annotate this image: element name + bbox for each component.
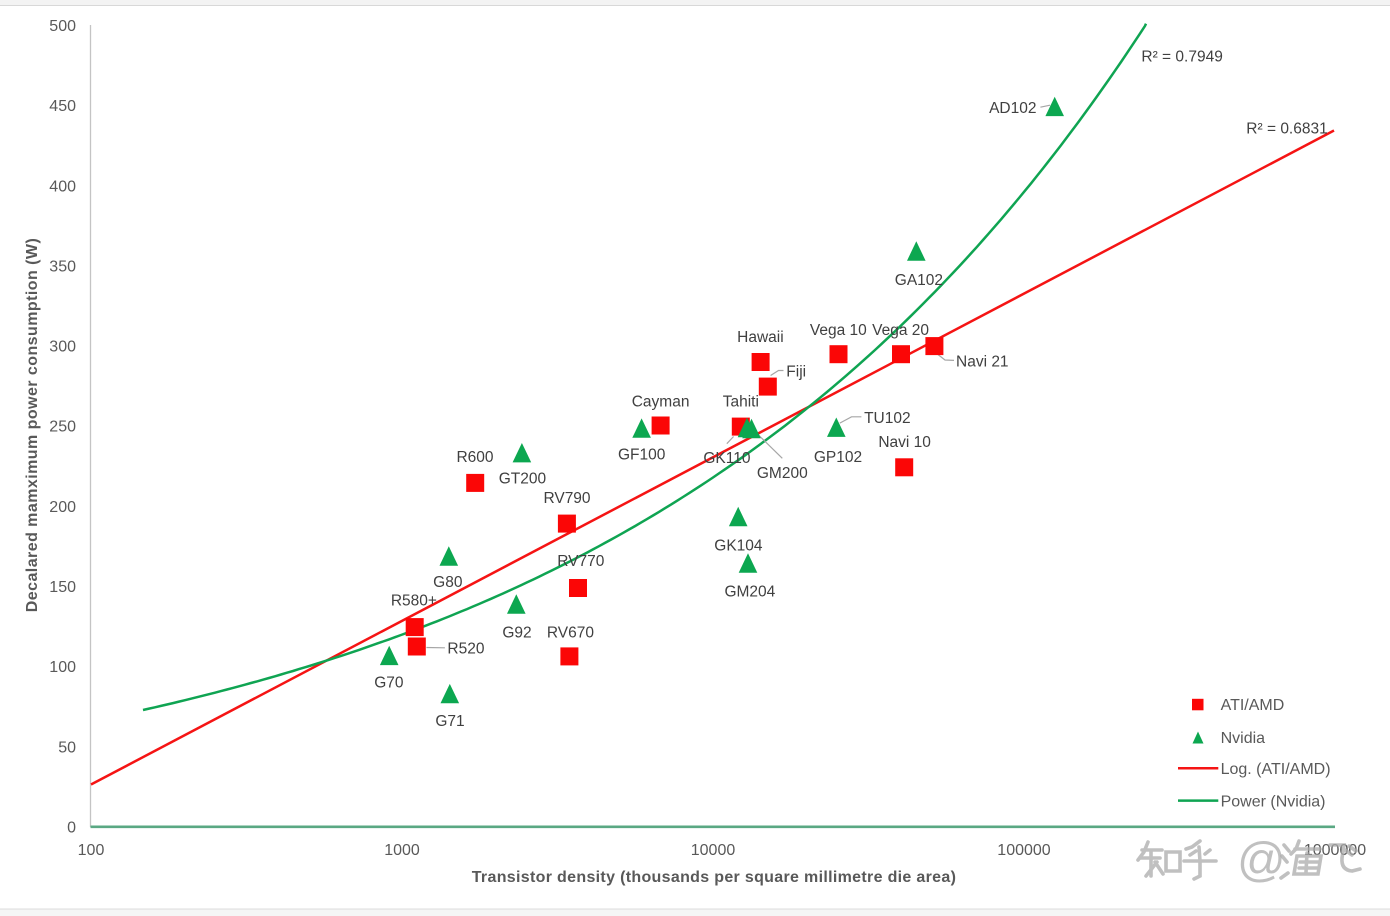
svg-text:G80: G80 [433, 574, 463, 591]
svg-text:Hawaii: Hawaii [737, 329, 784, 346]
svg-text:Vega 20: Vega 20 [872, 322, 929, 339]
svg-text:500: 500 [49, 18, 76, 35]
svg-text:350: 350 [49, 259, 76, 276]
svg-text:@: @ [1237, 834, 1286, 887]
svg-text:Fiji: Fiji [786, 364, 806, 381]
svg-text:RV670: RV670 [547, 625, 594, 642]
svg-text:G71: G71 [435, 713, 464, 730]
svg-text:450: 450 [49, 98, 76, 115]
svg-text:0: 0 [67, 820, 76, 837]
svg-text:GT200: GT200 [499, 470, 547, 487]
svg-text:GP102: GP102 [814, 449, 862, 466]
svg-text:G92: G92 [502, 625, 531, 642]
svg-text:GM200: GM200 [757, 465, 808, 482]
svg-text:Nvidia: Nvidia [1221, 730, 1266, 747]
svg-text:R600: R600 [456, 449, 493, 466]
svg-text:R² = 0.7949: R² = 0.7949 [1141, 49, 1222, 66]
svg-text:GK104: GK104 [714, 537, 763, 554]
svg-text:Decalared mamximum power consu: Decalared mamximum power consumption (W) [24, 238, 41, 613]
svg-text:AD102: AD102 [989, 100, 1036, 117]
svg-text:ATI/AMD: ATI/AMD [1221, 697, 1285, 714]
svg-text:Cayman: Cayman [632, 394, 690, 411]
svg-text:200: 200 [49, 499, 76, 516]
svg-text:G70: G70 [374, 675, 404, 692]
svg-text:50: 50 [58, 739, 76, 756]
svg-text:1000: 1000 [384, 842, 420, 859]
svg-text:GK110: GK110 [703, 450, 750, 467]
svg-text:R² = 0.6831: R² = 0.6831 [1246, 121, 1327, 138]
svg-text:Navi 10: Navi 10 [878, 434, 931, 451]
svg-text:Transistor density (thousands: Transistor density (thousands per square… [472, 869, 957, 886]
svg-text:Log. (ATI/AMD): Log. (ATI/AMD) [1221, 761, 1331, 778]
svg-text:250: 250 [49, 419, 76, 436]
svg-text:Tahiti: Tahiti [723, 394, 759, 411]
svg-text:GA102: GA102 [895, 272, 943, 289]
svg-text:400: 400 [49, 178, 76, 195]
svg-text:Navi 21: Navi 21 [956, 353, 1009, 370]
svg-text:100000: 100000 [997, 842, 1050, 859]
svg-text:300: 300 [49, 339, 76, 356]
svg-text:100: 100 [78, 842, 105, 859]
svg-text:GF100: GF100 [618, 447, 666, 464]
svg-text:Power (Nvidia): Power (Nvidia) [1221, 793, 1326, 810]
svg-text:R520: R520 [447, 641, 484, 658]
svg-text:TU102: TU102 [864, 410, 911, 427]
svg-text:R580+: R580+ [391, 593, 437, 610]
svg-text:150: 150 [49, 579, 76, 596]
svg-text:RV790: RV790 [543, 490, 590, 507]
svg-text:RV770: RV770 [557, 553, 604, 570]
svg-text:10000: 10000 [691, 842, 736, 859]
svg-text:GM204: GM204 [724, 584, 775, 601]
svg-text:100: 100 [49, 659, 76, 676]
svg-text:Vega 10: Vega 10 [810, 322, 867, 339]
